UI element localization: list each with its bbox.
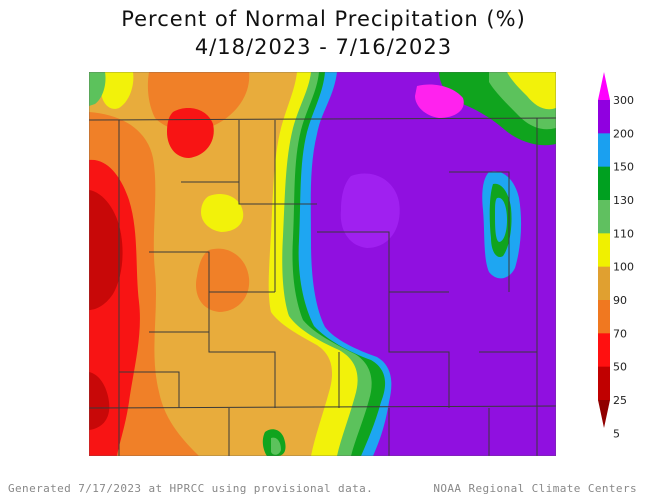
legend-label: 200 xyxy=(613,127,634,140)
legend-swatch xyxy=(598,166,610,201)
zone-central-yellow xyxy=(201,193,244,232)
zone-below-25 xyxy=(89,190,123,310)
credit-note: NOAA Regional Climate Centers xyxy=(433,482,637,495)
legend-label: 150 xyxy=(613,161,634,174)
precipitation-map xyxy=(89,72,556,456)
generated-note: Generated 7/17/2023 at HPRCC using provi… xyxy=(8,482,374,495)
legend-label: 300 xyxy=(613,94,634,107)
legend-swatch xyxy=(598,100,610,134)
legend-label: 110 xyxy=(613,227,634,240)
legend-swatch xyxy=(598,266,610,301)
legend-swatch xyxy=(598,366,610,401)
legend-swatch xyxy=(598,233,610,268)
zone-east-blue-2 xyxy=(495,197,507,242)
legend-label: 50 xyxy=(613,361,627,374)
map-date-range: 4/18/2023 - 7/16/2023 xyxy=(194,35,453,59)
zone-25-50-north xyxy=(167,108,214,158)
map-title: Percent of Normal Precipitation (%) xyxy=(121,7,526,31)
legend-swatch xyxy=(598,200,610,234)
legend-label: 90 xyxy=(613,294,627,307)
legend-swatch xyxy=(598,133,610,168)
legend-swatch xyxy=(598,300,610,334)
legend-label: 70 xyxy=(613,327,627,340)
zone-below-25-south xyxy=(89,372,110,430)
zone-ne-yellow xyxy=(507,72,556,110)
legend-tip-bottom xyxy=(598,400,610,428)
zone-nw-green xyxy=(89,72,106,106)
legend-swatch xyxy=(598,333,610,368)
boundary-lines xyxy=(89,117,556,456)
zone-above-300-center xyxy=(340,173,400,248)
zone-nw-yellow xyxy=(101,72,134,109)
zone-above-300-north xyxy=(415,84,464,118)
legend-label: 100 xyxy=(613,261,634,274)
legend-tip-top xyxy=(598,72,610,100)
legend-label: 130 xyxy=(613,194,634,207)
zone-south-green-core xyxy=(271,437,281,455)
legend-label: 25 xyxy=(613,394,627,407)
legend-label: 5 xyxy=(613,427,620,440)
